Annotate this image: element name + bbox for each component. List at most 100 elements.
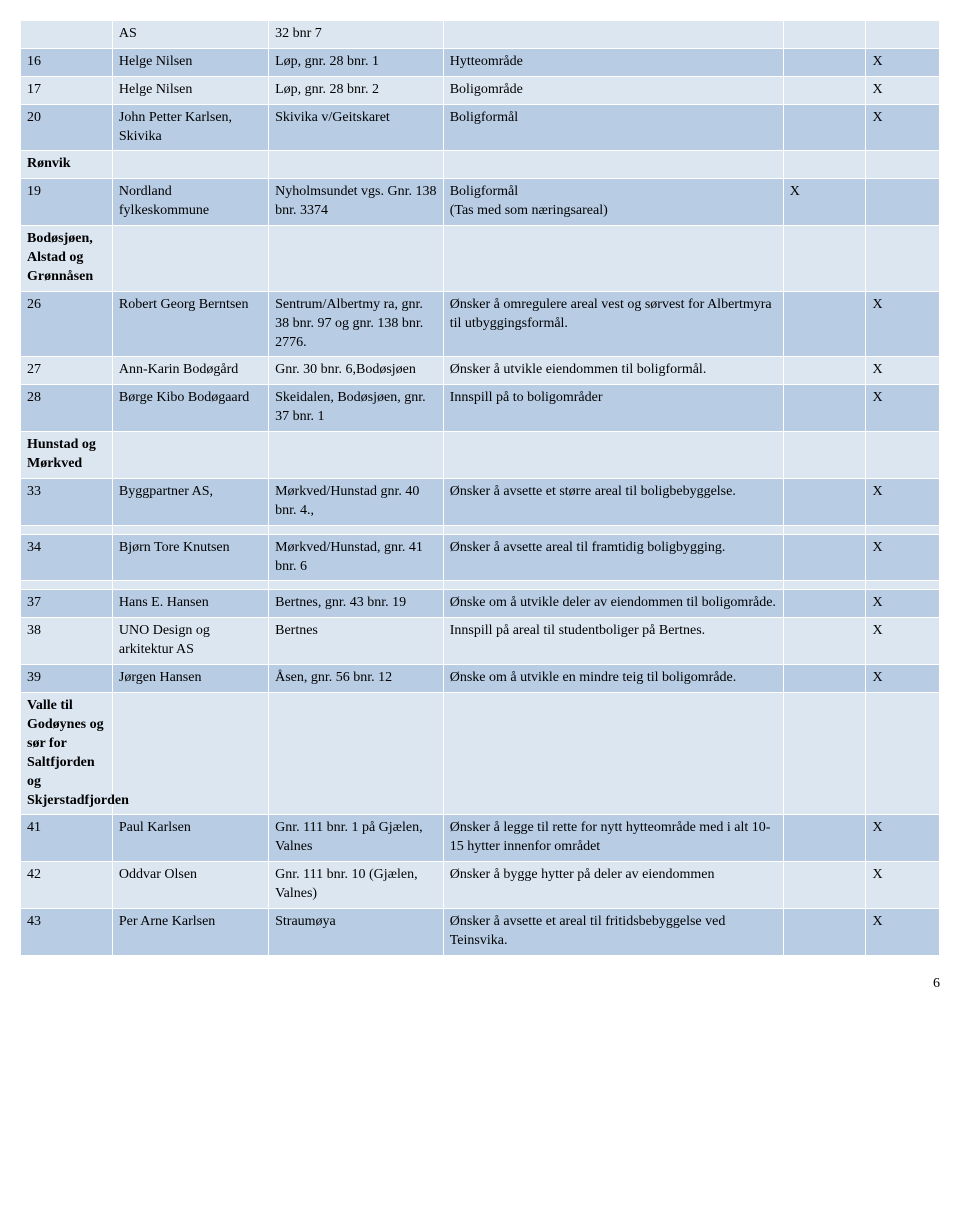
cell-col2: Skeidalen, Bodøsjøen, gnr. 37 bnr. 1 — [269, 385, 444, 432]
section-header-row: Hunstad og Mørkved — [21, 432, 940, 479]
cell-col2: Skivika v/Geitskaret — [269, 104, 444, 151]
cell-col2 — [269, 151, 444, 179]
cell-col0: 42 — [21, 862, 113, 909]
cell-col1: Paul Karlsen — [112, 815, 268, 862]
cell-col3: Ønsker å bygge hytter på deler av eiendo… — [443, 862, 783, 909]
cell-col2: Løp, gnr. 28 bnr. 1 — [269, 48, 444, 76]
cell-col2: Bertnes, gnr. 43 bnr. 19 — [269, 590, 444, 618]
cell-col2: Mørkved/Hunstad, gnr. 41 bnr. 6 — [269, 534, 444, 581]
cell-col5 — [866, 581, 940, 590]
cell-col4 — [783, 862, 866, 909]
cell-col5: X — [866, 618, 940, 665]
cell-col1: Per Arne Karlsen — [112, 908, 268, 955]
cell-col0: 27 — [21, 357, 113, 385]
cell-col2: Gnr. 30 bnr. 6,Bodøsjøen — [269, 357, 444, 385]
cell-col3 — [443, 151, 783, 179]
table-row: 38UNO Design og arkitektur ASBertnesInns… — [21, 618, 940, 665]
table-row: 37Hans E. HansenBertnes, gnr. 43 bnr. 19… — [21, 590, 940, 618]
cell-col1 — [112, 581, 268, 590]
cell-col0: Hunstad og Mørkved — [21, 432, 113, 479]
cell-col5: X — [866, 104, 940, 151]
table-row: 43Per Arne KarlsenStraumøyaØnsker å avse… — [21, 908, 940, 955]
cell-col1: Oddvar Olsen — [112, 862, 268, 909]
cell-col0: 33 — [21, 478, 113, 525]
cell-col5 — [866, 21, 940, 49]
cell-col5: X — [866, 534, 940, 581]
cell-col3: Ønsker å avsette et areal til fritidsbeb… — [443, 908, 783, 955]
cell-col4 — [783, 104, 866, 151]
cell-col4 — [783, 534, 866, 581]
page-number: 6 — [20, 976, 940, 992]
section-header-row: Bodøsjøen, Alstad og Grønnåsen — [21, 226, 940, 292]
cell-col1: Ann-Karin Bodøgård — [112, 357, 268, 385]
table-row: 41Paul KarlsenGnr. 111 bnr. 1 på Gjælen,… — [21, 815, 940, 862]
cell-col4 — [783, 48, 866, 76]
cell-col0: 41 — [21, 815, 113, 862]
cell-col4 — [783, 76, 866, 104]
cell-col5: X — [866, 862, 940, 909]
cell-col0: 37 — [21, 590, 113, 618]
cell-col1: Børge Kibo Bodøgaard — [112, 385, 268, 432]
cell-col0: 17 — [21, 76, 113, 104]
cell-col0: Bodøsjøen, Alstad og Grønnåsen — [21, 226, 113, 292]
cell-col2 — [269, 226, 444, 292]
table-row: 19Nordland fylkeskommuneNyholmsundet vgs… — [21, 179, 940, 226]
cell-col3: Boligformål(Tas med som næringsareal) — [443, 179, 783, 226]
cell-col3 — [443, 21, 783, 49]
cell-col2 — [269, 581, 444, 590]
cell-col0: 28 — [21, 385, 113, 432]
cell-col1: Helge Nilsen — [112, 76, 268, 104]
table-row — [21, 525, 940, 534]
cell-col1: Byggpartner AS, — [112, 478, 268, 525]
cell-col1: Jørgen Hansen — [112, 665, 268, 693]
cell-col4 — [783, 590, 866, 618]
cell-col4 — [783, 525, 866, 534]
cell-col3: Ønsker å utvikle eiendommen til boligfor… — [443, 357, 783, 385]
cell-col5: X — [866, 385, 940, 432]
cell-col0: 19 — [21, 179, 113, 226]
cell-col4 — [783, 618, 866, 665]
cell-col1: Hans E. Hansen — [112, 590, 268, 618]
cell-col4 — [783, 693, 866, 815]
cell-col4 — [783, 665, 866, 693]
cell-col1: Nordland fylkeskommune — [112, 179, 268, 226]
cell-col1 — [112, 525, 268, 534]
cell-col1: Robert Georg Berntsen — [112, 291, 268, 357]
cell-col0 — [21, 21, 113, 49]
cell-col0: Rønvik — [21, 151, 113, 179]
cell-col3: Ønsker å omregulere areal vest og sørves… — [443, 291, 783, 357]
section-header-row: Rønvik — [21, 151, 940, 179]
cell-col4 — [783, 581, 866, 590]
table-row: 17Helge NilsenLøp, gnr. 28 bnr. 2Boligom… — [21, 76, 940, 104]
cell-col5 — [866, 226, 940, 292]
table-row: 27Ann-Karin BodøgårdGnr. 30 bnr. 6,Bodøs… — [21, 357, 940, 385]
cell-col4 — [783, 21, 866, 49]
cell-col0 — [21, 525, 113, 534]
cell-col4 — [783, 432, 866, 479]
cell-col3: Ønske om å utvikle deler av eiendommen t… — [443, 590, 783, 618]
cell-col4 — [783, 478, 866, 525]
cell-col1: AS — [112, 21, 268, 49]
cell-col1 — [112, 226, 268, 292]
cell-col5: X — [866, 48, 940, 76]
cell-col3: Ønsker å avsette areal til framtidig bol… — [443, 534, 783, 581]
table-row: 20John Petter Karlsen, SkivikaSkivika v/… — [21, 104, 940, 151]
cell-col1: Helge Nilsen — [112, 48, 268, 76]
cell-col5 — [866, 432, 940, 479]
cell-col4: X — [783, 179, 866, 226]
section-header-row: Valle til Godøynes og sør for Saltfjorde… — [21, 693, 940, 815]
cell-col4 — [783, 815, 866, 862]
cell-col2 — [269, 432, 444, 479]
cell-col3 — [443, 432, 783, 479]
cell-col3: Boligformål — [443, 104, 783, 151]
cell-col4 — [783, 151, 866, 179]
cell-col0: 38 — [21, 618, 113, 665]
cell-col2: Åsen, gnr. 56 bnr. 12 — [269, 665, 444, 693]
table-row: 16Helge NilsenLøp, gnr. 28 bnr. 1Hytteom… — [21, 48, 940, 76]
cell-col3: Boligområde — [443, 76, 783, 104]
cell-col5: X — [866, 665, 940, 693]
table-row: 28Børge Kibo BodøgaardSkeidalen, Bodøsjø… — [21, 385, 940, 432]
table-row: 34Bjørn Tore KnutsenMørkved/Hunstad, gnr… — [21, 534, 940, 581]
cell-col0: 43 — [21, 908, 113, 955]
table-row: 33Byggpartner AS,Mørkved/Hunstad gnr. 40… — [21, 478, 940, 525]
